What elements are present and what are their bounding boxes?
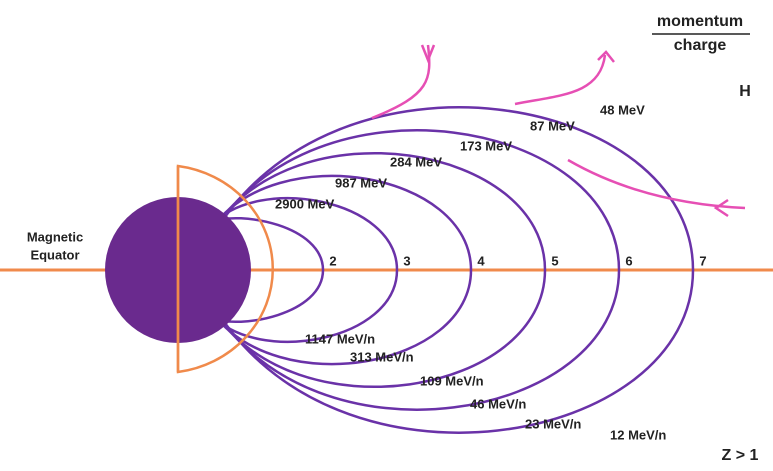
fraction-numerator: momentum <box>657 13 743 30</box>
field-line <box>210 106 695 434</box>
shell-number: 5 <box>551 253 558 268</box>
arrow-head <box>420 44 436 64</box>
field-line <box>210 174 473 366</box>
lower-energy: 12 MeV/n <box>610 427 666 442</box>
fraction-denominator: charge <box>674 37 727 54</box>
field-lines <box>210 106 695 434</box>
shell-number: 2 <box>329 253 336 268</box>
lower-energy: 313 MeV/n <box>350 349 414 364</box>
shell-number: 6 <box>625 253 632 268</box>
field-line <box>211 196 399 344</box>
shell-number: 4 <box>477 253 485 268</box>
trajectory <box>514 54 607 106</box>
arrow-head <box>597 50 615 63</box>
shell-number: 3 <box>403 253 410 268</box>
upper-energy: 2900 MeV <box>275 196 335 211</box>
shell <box>176 164 274 374</box>
equator-label: Magnetic <box>27 229 83 244</box>
upper-energy: 987 MeV <box>335 175 387 190</box>
lower-energy: 46 MeV/n <box>470 396 526 411</box>
trajectory <box>567 158 746 210</box>
field-line <box>210 129 621 411</box>
upper-energy: 48 MeV <box>600 102 645 117</box>
upper-energy: 284 MeV <box>390 154 442 169</box>
upper-energy: 87 MeV <box>530 118 575 133</box>
lower-energy: 109 MeV/n <box>420 373 484 388</box>
field-line <box>210 151 547 389</box>
field-line <box>211 216 325 324</box>
lower-energy: 1147 MeV/n <box>305 331 375 346</box>
shell-number: 7 <box>699 253 706 268</box>
group-label: Z > 1 <box>722 447 759 464</box>
trajectory <box>371 44 431 120</box>
upper-energy: 173 MeV <box>460 138 512 153</box>
arrow-head <box>713 198 729 218</box>
lower-energy: 23 MeV/n <box>525 416 581 431</box>
equator-label: Equator <box>30 247 79 262</box>
group-label: H <box>739 83 751 100</box>
